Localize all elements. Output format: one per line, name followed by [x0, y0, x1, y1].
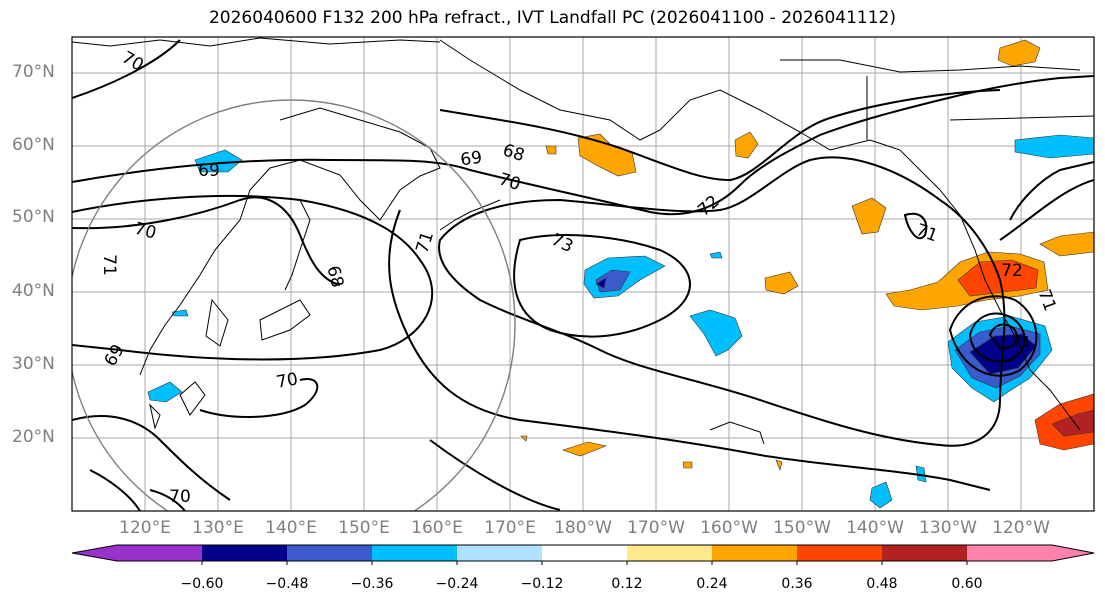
colorbar-swatch	[627, 545, 712, 561]
colorbar-tick-label: −0.36	[350, 576, 394, 592]
contour-label: 71	[99, 254, 119, 276]
lon-label-140w: 140°W	[846, 518, 904, 538]
contour-label: 73	[548, 230, 576, 257]
colorbar-swatch	[712, 545, 797, 561]
contour-label: 70	[275, 369, 300, 392]
contour-label: 71	[1012, 333, 1031, 351]
lon-label-160e: 160°E	[411, 518, 463, 538]
lon-label-180w: 180°W	[554, 518, 612, 538]
coastlines	[72, 37, 1094, 445]
colorbar-swatch	[542, 545, 627, 561]
colorbar-swatch	[372, 545, 457, 561]
map-title: 2026040600 F132 200 hPa refract., IVT La…	[208, 8, 896, 28]
colorbar-tick-label: 0.36	[781, 576, 813, 592]
lon-label-130e: 130°E	[192, 518, 244, 538]
contour-label: 68	[322, 264, 347, 290]
colorbar-extend-low	[72, 545, 117, 561]
contour-label: 69	[101, 341, 129, 370]
lon-label-170e: 170°E	[484, 518, 536, 538]
colorbar-swatch	[967, 545, 1052, 561]
map-frame	[71, 36, 1095, 512]
colorbar-swatch	[287, 545, 372, 561]
colorbar-tick-label: −0.60	[180, 576, 224, 592]
lat-label-70n: 70°N	[12, 62, 55, 82]
contour-label: 70	[118, 48, 147, 76]
colorbar-swatch	[117, 545, 202, 561]
contour-label: 68	[500, 140, 527, 166]
contour-label: 69	[198, 161, 220, 181]
colorbar-swatch	[882, 545, 967, 561]
lon-label-140e: 140°E	[265, 518, 317, 538]
contour-label: 70	[169, 487, 191, 507]
lon-label-130w: 130°W	[919, 518, 977, 538]
lon-label-120e: 120°E	[119, 518, 171, 538]
refractivity-contours	[72, 39, 1094, 511]
lon-label-170w: 170°W	[627, 518, 685, 538]
contour-label: 72	[1001, 261, 1023, 281]
colorbar-tick-label: 0.60	[951, 576, 983, 592]
colorbar-tick-label: −0.12	[520, 576, 564, 592]
lon-label-150e: 150°E	[338, 518, 390, 538]
colorbar-tick-label: 0.48	[866, 576, 898, 592]
contour-label: 71	[412, 229, 438, 256]
colorbar-tick-label: 0.12	[611, 576, 643, 592]
ivt-anomaly-fills	[147, 39, 1094, 509]
lon-label-160w: 160°W	[700, 518, 758, 538]
lat-label-60n: 60°N	[12, 135, 55, 155]
lat-label-40n: 40°N	[12, 281, 55, 301]
lat-label-30n: 30°N	[12, 354, 55, 374]
contour-label: 70	[132, 219, 158, 244]
colorbar-tick-label: −0.48	[265, 576, 309, 592]
colorbar-tick-label: −0.24	[435, 576, 479, 592]
colorbar	[71, 544, 1095, 565]
lon-label-120w: 120°W	[992, 518, 1050, 538]
colorbar-swatch	[457, 545, 542, 561]
lat-label-50n: 50°N	[12, 207, 55, 227]
colorbar-tick-label: 0.24	[696, 576, 728, 592]
colorbar-extend-high	[1052, 545, 1094, 561]
region-circle	[72, 99, 516, 511]
graticule	[72, 37, 1094, 511]
colorbar-swatch	[202, 545, 287, 561]
lon-label-150w: 150°W	[773, 518, 831, 538]
contour-label: 72	[694, 192, 723, 221]
contour-label: 70	[496, 169, 523, 195]
contour-label: 69	[459, 148, 483, 171]
lat-label-20n: 20°N	[12, 427, 55, 447]
colorbar-swatch	[797, 545, 882, 561]
contour-label: 71	[913, 220, 940, 246]
